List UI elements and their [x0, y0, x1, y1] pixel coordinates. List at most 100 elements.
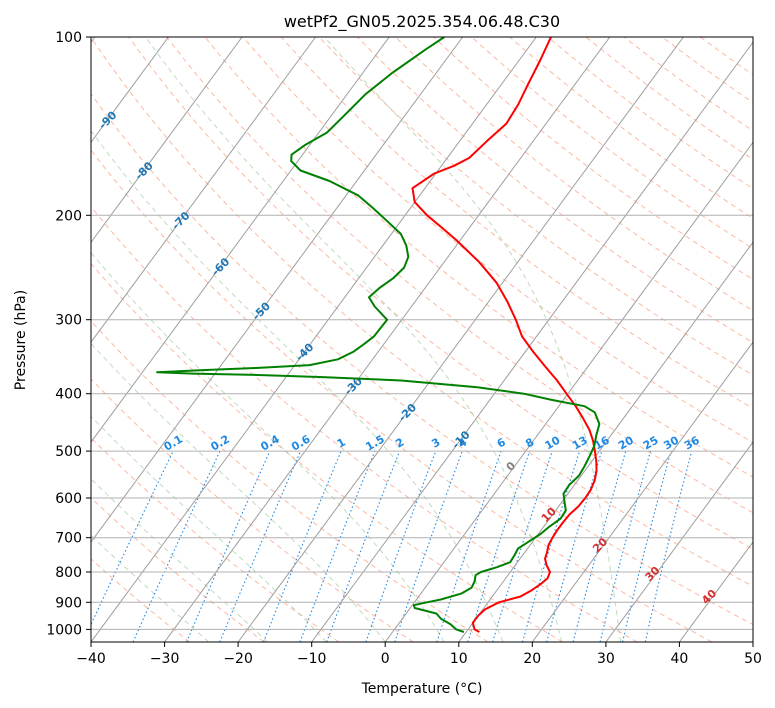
- x-axis-label: Temperature (°C): [361, 681, 483, 697]
- mixing-ratio-line: [326, 450, 401, 642]
- moist-adiabat: [91, 534, 210, 642]
- x-tick-label: 0: [381, 651, 390, 667]
- mixing-ratio-label: 0.6: [289, 432, 313, 453]
- y-axis-label: Pressure (hPa): [13, 290, 29, 390]
- moist-adiabat: [145, 37, 563, 642]
- isotherm: [458, 241, 753, 642]
- dry-adiabat: [699, 37, 753, 76]
- isotherm: [384, 141, 753, 642]
- mixing-ratio-line: [572, 450, 627, 642]
- x-tick-label: −10: [297, 651, 327, 667]
- y-tick-label: 1000: [46, 622, 82, 638]
- y-tick-label: 900: [55, 595, 82, 611]
- dry-adiabat: [91, 437, 340, 642]
- y-tick-label: 700: [55, 531, 82, 547]
- y-tick-label: 600: [55, 491, 82, 507]
- sounding-series: [156, 37, 601, 633]
- y-tick-label: 300: [55, 313, 82, 329]
- dry-adiabat: [91, 497, 265, 642]
- isotherm: [237, 37, 684, 642]
- temperature-line: [411, 37, 598, 633]
- isotherm-label: -10: [449, 428, 472, 451]
- mixing-ratio-line: [91, 450, 174, 626]
- mixing-ratio-label: 2: [393, 436, 406, 451]
- mixing-ratio-label: 8: [523, 436, 536, 451]
- moist-adiabat: [91, 342, 386, 642]
- dry-adiabat: [280, 37, 753, 410]
- mixing-ratio-label: 1: [335, 436, 348, 451]
- isotherm: [91, 37, 537, 642]
- dry-adiabat: [91, 93, 753, 626]
- moist-adiabat: [91, 478, 268, 642]
- y-tick-label: 200: [55, 208, 82, 224]
- mixing-ratio-line: [394, 450, 463, 642]
- isotherm: [91, 37, 317, 343]
- mixing-ratio-label: 13: [570, 434, 590, 453]
- isotherm-label: -60: [209, 255, 232, 278]
- x-tick-label: −40: [76, 651, 106, 667]
- mixing-ratio-label: 36: [682, 433, 702, 452]
- dewpoint-line: [156, 37, 601, 633]
- x-axis-ticks: −40 −30 −20 −10 0 10 20 30 40 50: [76, 642, 762, 667]
- isotherm: [91, 37, 169, 144]
- isotherm: [91, 37, 243, 244]
- mixing-ratio-line: [622, 450, 672, 642]
- dry-adiabat: [204, 37, 753, 478]
- mixing-ratio-label: 0.2: [208, 433, 231, 454]
- y-tick-label: 800: [55, 565, 82, 581]
- mixing-ratio-line: [492, 450, 553, 642]
- isotherm-label: -40: [293, 340, 316, 363]
- isotherm: [752, 641, 753, 642]
- x-tick-label: 10: [450, 651, 468, 667]
- warm-isotherm-label: 40: [699, 587, 719, 607]
- mixing-ratio-label: 30: [661, 433, 681, 452]
- dry-adiabat: [91, 149, 713, 642]
- isotherm-lines: [91, 37, 753, 642]
- x-tick-label: 30: [597, 651, 615, 667]
- moist-adiabat: [324, 37, 622, 642]
- chart-title: wetPf2_GN05.2025.354.06.48.C30: [284, 12, 560, 32]
- mixing-ratio-line: [365, 450, 437, 642]
- mixing-ratio-line: [521, 450, 581, 642]
- isotherm: [91, 37, 390, 443]
- y-tick-label: 400: [55, 387, 82, 403]
- y-axis-ticks: 100 200 300 400 500 600 700 800 900 1000: [46, 30, 91, 638]
- isotherm-label: -80: [133, 159, 156, 182]
- mixing-ratio-line: [219, 450, 302, 642]
- mixing-ratio-line: [186, 450, 271, 642]
- dry-adiabat: [433, 37, 753, 280]
- dry-adiabat: [91, 320, 489, 642]
- dry-adiabat: [623, 37, 753, 132]
- isopleth-labels: 0.1 0.2 0.4 0.6 1 1.5 2 3 4 6 8 10 13 16 20 25 30 36-100-…: [91, 47, 720, 607]
- isotherm: [531, 341, 753, 642]
- dry-adiabat: [91, 262, 563, 642]
- mixing-ratio-label: 25: [641, 434, 661, 453]
- dry-adiabat: [509, 37, 753, 219]
- y-tick-label: 100: [55, 30, 82, 46]
- dry-adiabat: [547, 37, 753, 190]
- mixing-ratio-label: 10: [543, 433, 563, 452]
- isotherm: [311, 41, 753, 642]
- isotherm: [164, 37, 611, 642]
- x-tick-label: 20: [523, 651, 541, 667]
- warm-isotherm-label: 30: [643, 564, 663, 584]
- x-tick-label: 50: [744, 651, 762, 667]
- mixing-ratio-label: 3: [429, 436, 442, 451]
- dry-adiabat: [166, 37, 753, 514]
- mixing-ratio-label: 1.5: [363, 433, 386, 454]
- warm-isotherm-label: 0: [504, 459, 519, 474]
- plot-frame: [90, 36, 754, 643]
- moist-adiabat: [91, 129, 504, 642]
- dry-adiabat: [661, 37, 753, 104]
- isotherm-label: -70: [169, 209, 192, 232]
- mixing-ratio-label: 0.4: [258, 432, 282, 453]
- dry-adiabat: [91, 378, 414, 642]
- x-tick-label: 40: [670, 651, 688, 667]
- dry-adiabat: [242, 37, 753, 444]
- mixing-ratio-line: [132, 450, 221, 642]
- pressure-gridlines: [91, 37, 753, 630]
- dry-adiabat: [356, 37, 753, 344]
- isotherm: [91, 37, 464, 543]
- y-tick-label: 500: [55, 444, 82, 460]
